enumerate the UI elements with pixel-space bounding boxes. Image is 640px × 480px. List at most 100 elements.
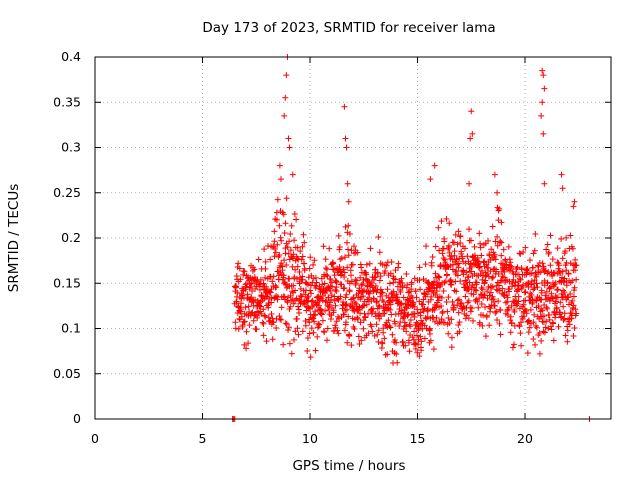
data-point bbox=[541, 85, 548, 92]
data-point bbox=[354, 314, 361, 321]
data-point bbox=[454, 272, 461, 279]
data-point bbox=[516, 323, 523, 330]
data-point bbox=[478, 284, 485, 291]
data-point bbox=[241, 268, 248, 275]
data-point bbox=[507, 317, 514, 324]
data-point bbox=[561, 310, 568, 317]
data-point bbox=[552, 298, 559, 305]
data-point bbox=[271, 253, 278, 260]
data-point bbox=[427, 330, 434, 337]
data-point bbox=[388, 259, 395, 266]
data-point bbox=[344, 246, 351, 253]
data-point bbox=[384, 351, 391, 358]
data-point bbox=[456, 328, 463, 335]
data-point bbox=[400, 294, 407, 301]
data-point bbox=[270, 319, 277, 326]
data-point bbox=[546, 285, 553, 292]
data-point bbox=[312, 347, 319, 354]
data-point bbox=[286, 340, 293, 347]
data-point bbox=[438, 303, 445, 310]
data-point bbox=[549, 256, 556, 263]
data-point bbox=[528, 270, 535, 277]
data-point bbox=[386, 323, 393, 330]
data-point bbox=[540, 313, 547, 320]
data-point bbox=[255, 309, 262, 316]
data-point bbox=[280, 272, 287, 279]
data-point bbox=[387, 306, 394, 313]
data-point bbox=[374, 269, 381, 276]
data-point bbox=[544, 280, 551, 287]
data-point bbox=[259, 319, 266, 326]
data-point bbox=[514, 301, 521, 308]
data-point bbox=[283, 72, 290, 79]
data-point bbox=[330, 309, 337, 316]
data-point bbox=[276, 162, 283, 169]
data-point bbox=[572, 256, 579, 263]
data-point bbox=[394, 294, 401, 301]
data-point bbox=[525, 329, 532, 336]
data-point bbox=[557, 299, 564, 306]
data-point bbox=[308, 325, 315, 332]
data-point bbox=[274, 241, 281, 248]
data-point bbox=[307, 354, 314, 361]
data-point bbox=[495, 271, 502, 278]
data-point bbox=[546, 316, 553, 323]
data-point bbox=[548, 290, 555, 297]
data-point bbox=[411, 303, 418, 310]
data-point bbox=[322, 298, 329, 305]
data-point bbox=[281, 112, 288, 119]
data-point bbox=[410, 300, 417, 307]
data-point bbox=[533, 324, 540, 331]
data-point bbox=[289, 288, 296, 295]
data-point bbox=[526, 317, 533, 324]
data-point bbox=[292, 266, 299, 273]
data-point bbox=[436, 247, 443, 254]
data-point bbox=[464, 253, 471, 260]
data-point bbox=[273, 325, 280, 332]
data-point bbox=[517, 319, 524, 326]
data-point bbox=[448, 334, 455, 341]
data-point bbox=[470, 291, 477, 298]
data-point bbox=[252, 285, 259, 292]
data-point bbox=[431, 162, 438, 169]
data-point bbox=[243, 328, 250, 335]
data-point bbox=[290, 282, 297, 289]
data-point bbox=[569, 297, 576, 304]
data-point bbox=[295, 331, 302, 338]
data-point bbox=[232, 284, 239, 291]
data-point bbox=[524, 265, 531, 272]
data-point bbox=[333, 279, 340, 286]
data-point bbox=[311, 318, 318, 325]
data-point bbox=[375, 312, 382, 319]
data-point bbox=[543, 288, 550, 295]
data-point bbox=[298, 293, 305, 300]
data-point bbox=[389, 331, 396, 338]
data-point bbox=[529, 299, 536, 306]
data-point bbox=[562, 248, 569, 255]
data-point bbox=[521, 313, 528, 320]
data-point bbox=[539, 260, 546, 267]
data-point bbox=[376, 277, 383, 284]
data-point bbox=[320, 243, 327, 250]
data-point bbox=[421, 335, 428, 342]
data-point bbox=[444, 271, 451, 278]
data-point bbox=[477, 244, 484, 251]
data-point bbox=[531, 311, 538, 318]
data-point bbox=[262, 258, 269, 265]
data-point bbox=[526, 257, 533, 264]
data-point bbox=[564, 338, 571, 345]
data-point bbox=[273, 216, 280, 223]
data-point bbox=[286, 275, 293, 282]
data-point bbox=[562, 332, 569, 339]
data-point bbox=[271, 238, 278, 245]
data-point bbox=[356, 303, 363, 310]
data-point bbox=[273, 284, 280, 291]
data-point bbox=[515, 286, 522, 293]
data-point bbox=[282, 320, 289, 327]
data-point bbox=[494, 279, 501, 286]
data-point bbox=[505, 243, 512, 250]
data-point bbox=[312, 274, 319, 281]
data-point bbox=[310, 261, 317, 268]
data-point bbox=[426, 325, 433, 332]
data-point bbox=[495, 298, 502, 305]
